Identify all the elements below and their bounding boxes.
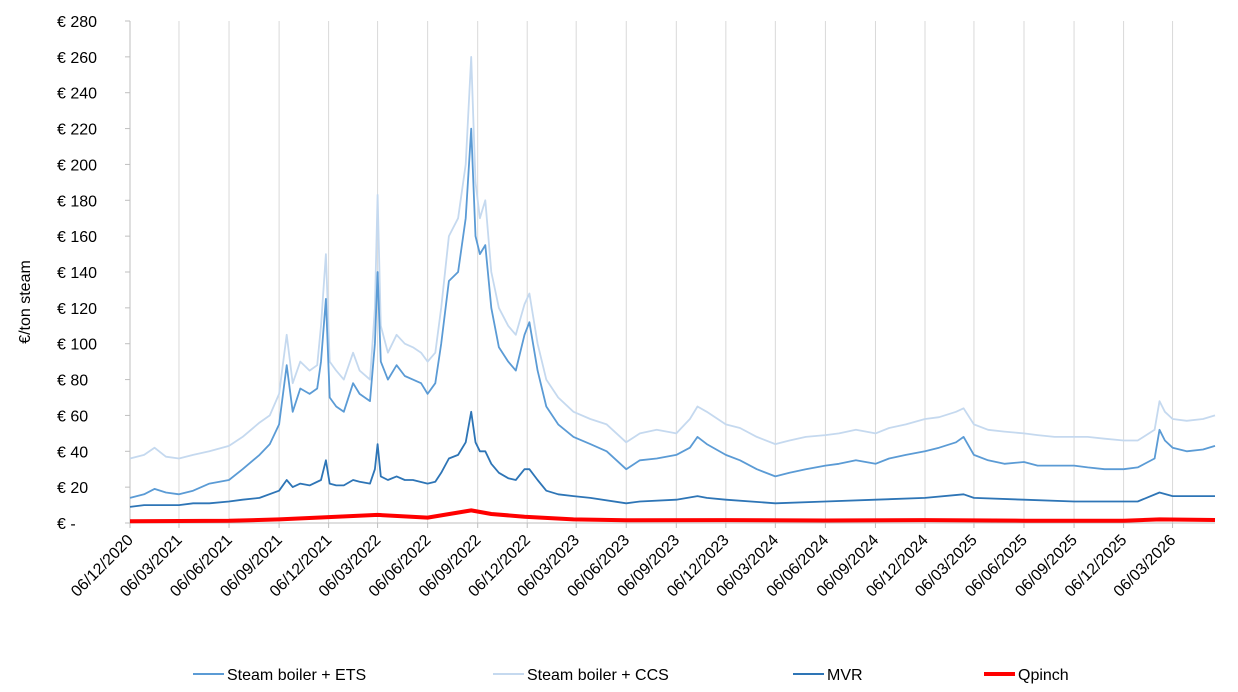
legend-item-steam-boiler-ets[interactable]: Steam boiler + ETS: [193, 667, 366, 684]
y-tick-label: € 260: [57, 50, 97, 67]
y-tick-label: € 100: [57, 337, 97, 354]
y-tick-label: € 60: [57, 408, 88, 425]
series-line-qpinch: [129, 508, 1216, 524]
legend-label: Steam boiler + ETS: [227, 667, 366, 684]
y-tick-label: € 40: [57, 444, 88, 461]
x-tick-labels: 06/12/202006/03/202106/06/202106/09/2021…: [68, 532, 1179, 601]
y-axis-label: €/ton steam: [17, 260, 34, 344]
y-tick-label: € 180: [57, 193, 97, 210]
y-tick-label: € 120: [57, 301, 97, 318]
legend-item-qpinch[interactable]: Qpinch: [984, 667, 1069, 684]
series-layer: [129, 56, 1216, 524]
y-tick-labels: € - € 20 € 40 € 60 € 80 € 100 € 120 € 140 € 160 €…: [57, 14, 97, 533]
y-tick-label: € 240: [57, 86, 97, 103]
y-tick-label: € 80: [57, 373, 88, 390]
y-tick-label: € 220: [57, 122, 97, 139]
legend-item-mvr[interactable]: MVR: [793, 667, 863, 684]
legend[interactable]: Steam boiler + ETS Steam boiler + CCS MVR Q…: [193, 667, 1069, 684]
y-tick-label: € 160: [57, 229, 97, 246]
series-line-mvr: [129, 410, 1215, 508]
y-tick-label: € -: [57, 516, 76, 533]
legend-label: Qpinch: [1018, 667, 1069, 684]
legend-label: MVR: [827, 667, 863, 684]
legend-label: Steam boiler + CCS: [527, 667, 669, 684]
y-tick-label: € 140: [57, 265, 97, 282]
grid-layer: [178, 21, 1174, 523]
legend-item-steam-boiler-ccs[interactable]: Steam boiler + CCS: [493, 667, 669, 684]
axis-layer: [125, 20, 1215, 528]
y-tick-label: € 200: [57, 157, 97, 174]
series-line-steam-boiler-ccs: [129, 56, 1216, 460]
y-tick-label: € 20: [57, 480, 88, 497]
series-line-steam-boiler-ets: [129, 127, 1216, 499]
y-tick-label: € 280: [57, 14, 97, 31]
